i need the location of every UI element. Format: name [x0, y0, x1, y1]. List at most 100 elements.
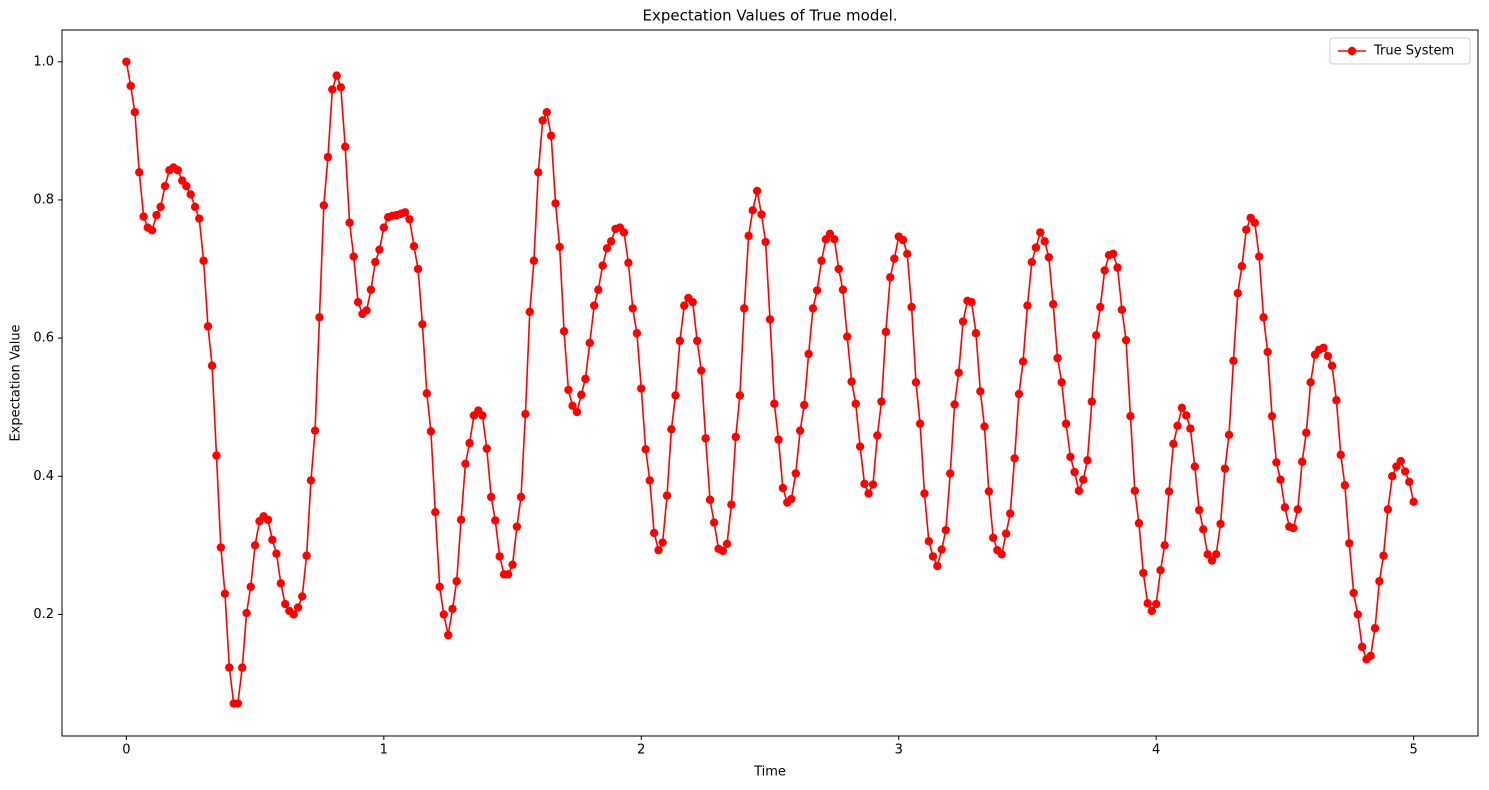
data-point [1250, 218, 1259, 227]
data-point [581, 374, 590, 384]
data-point [122, 57, 131, 66]
data-point [619, 228, 629, 237]
data-point [1409, 497, 1418, 507]
data-point [1276, 475, 1285, 484]
data-point [1169, 439, 1178, 448]
data-point [1375, 577, 1384, 586]
data-point [830, 235, 839, 244]
data-point [1302, 428, 1311, 437]
data-point [362, 306, 371, 315]
data-point [1134, 519, 1144, 528]
data-point [1066, 452, 1075, 462]
data-point [238, 663, 247, 672]
data-point [787, 494, 796, 504]
data-point [1126, 411, 1135, 421]
x-tick-label: 2 [637, 743, 645, 758]
data-point [933, 561, 942, 571]
data-point [1018, 357, 1028, 366]
data-point [804, 349, 813, 359]
plot-frame [61, 29, 1479, 737]
data-point [1357, 642, 1367, 652]
data-point [482, 444, 491, 453]
data-point [328, 85, 337, 94]
data-point [345, 218, 354, 227]
data-point [405, 215, 414, 224]
data-point [1014, 389, 1024, 399]
data-point [1057, 378, 1066, 387]
data-point [379, 223, 389, 232]
data-point [1083, 456, 1092, 465]
data-point [628, 304, 637, 313]
data-point [770, 399, 779, 408]
data-point [881, 327, 891, 337]
data-point [203, 322, 213, 331]
x-tick-label: 1 [380, 743, 388, 758]
data-point [1297, 457, 1307, 466]
data-point [1353, 610, 1362, 619]
data-point [589, 301, 599, 310]
data-point [461, 459, 470, 469]
data-point [860, 479, 869, 489]
data-point [649, 528, 659, 538]
data-point [1049, 300, 1058, 309]
data-point [864, 489, 873, 498]
data-point [1108, 249, 1118, 259]
data-point [559, 326, 569, 336]
data-point [135, 168, 144, 177]
data-point [250, 541, 260, 550]
data-point [516, 492, 526, 502]
data-point [319, 201, 329, 210]
data-point [409, 242, 419, 251]
data-point [281, 599, 290, 609]
data-point [225, 663, 234, 672]
data-point [1194, 505, 1204, 515]
data-point [1323, 351, 1333, 361]
data-point [246, 582, 255, 591]
data-point [984, 487, 994, 496]
data-point [632, 329, 642, 338]
data-point [495, 552, 504, 561]
data-point [795, 426, 805, 435]
data-point [503, 570, 513, 579]
data-point [1396, 456, 1405, 466]
data-point [594, 285, 603, 294]
data-point [486, 492, 496, 502]
data-point [1229, 356, 1238, 366]
data-point [997, 550, 1006, 559]
data-point [1383, 505, 1393, 514]
data-point [1207, 556, 1217, 565]
data-point [564, 385, 573, 395]
data-point [744, 231, 753, 241]
data-point [989, 533, 998, 542]
data-point [512, 522, 522, 531]
data-point [834, 264, 843, 274]
data-point [1027, 257, 1037, 267]
data-point [542, 108, 551, 117]
data-point [216, 543, 226, 552]
data-point [812, 286, 822, 295]
data-point [302, 551, 311, 560]
data-point [1237, 262, 1247, 271]
data-point [752, 186, 762, 196]
data-point [1061, 419, 1071, 428]
data-point [1139, 568, 1148, 578]
data-point [491, 516, 500, 525]
data-point [422, 389, 432, 398]
data-point [366, 285, 376, 294]
data-point [1224, 430, 1234, 440]
legend-label: True System [1373, 44, 1454, 59]
data-point [1087, 397, 1097, 406]
data-point [568, 401, 577, 410]
data-point [868, 480, 878, 489]
data-point [980, 422, 989, 431]
data-point [1173, 421, 1182, 431]
data-point [886, 273, 895, 282]
data-point [791, 469, 800, 478]
data-point [555, 242, 564, 252]
data-point [1379, 551, 1388, 560]
data-point [1096, 302, 1105, 312]
data-point [958, 317, 968, 326]
data-point [207, 361, 217, 370]
data-point [774, 435, 783, 444]
data-point [1074, 486, 1084, 495]
